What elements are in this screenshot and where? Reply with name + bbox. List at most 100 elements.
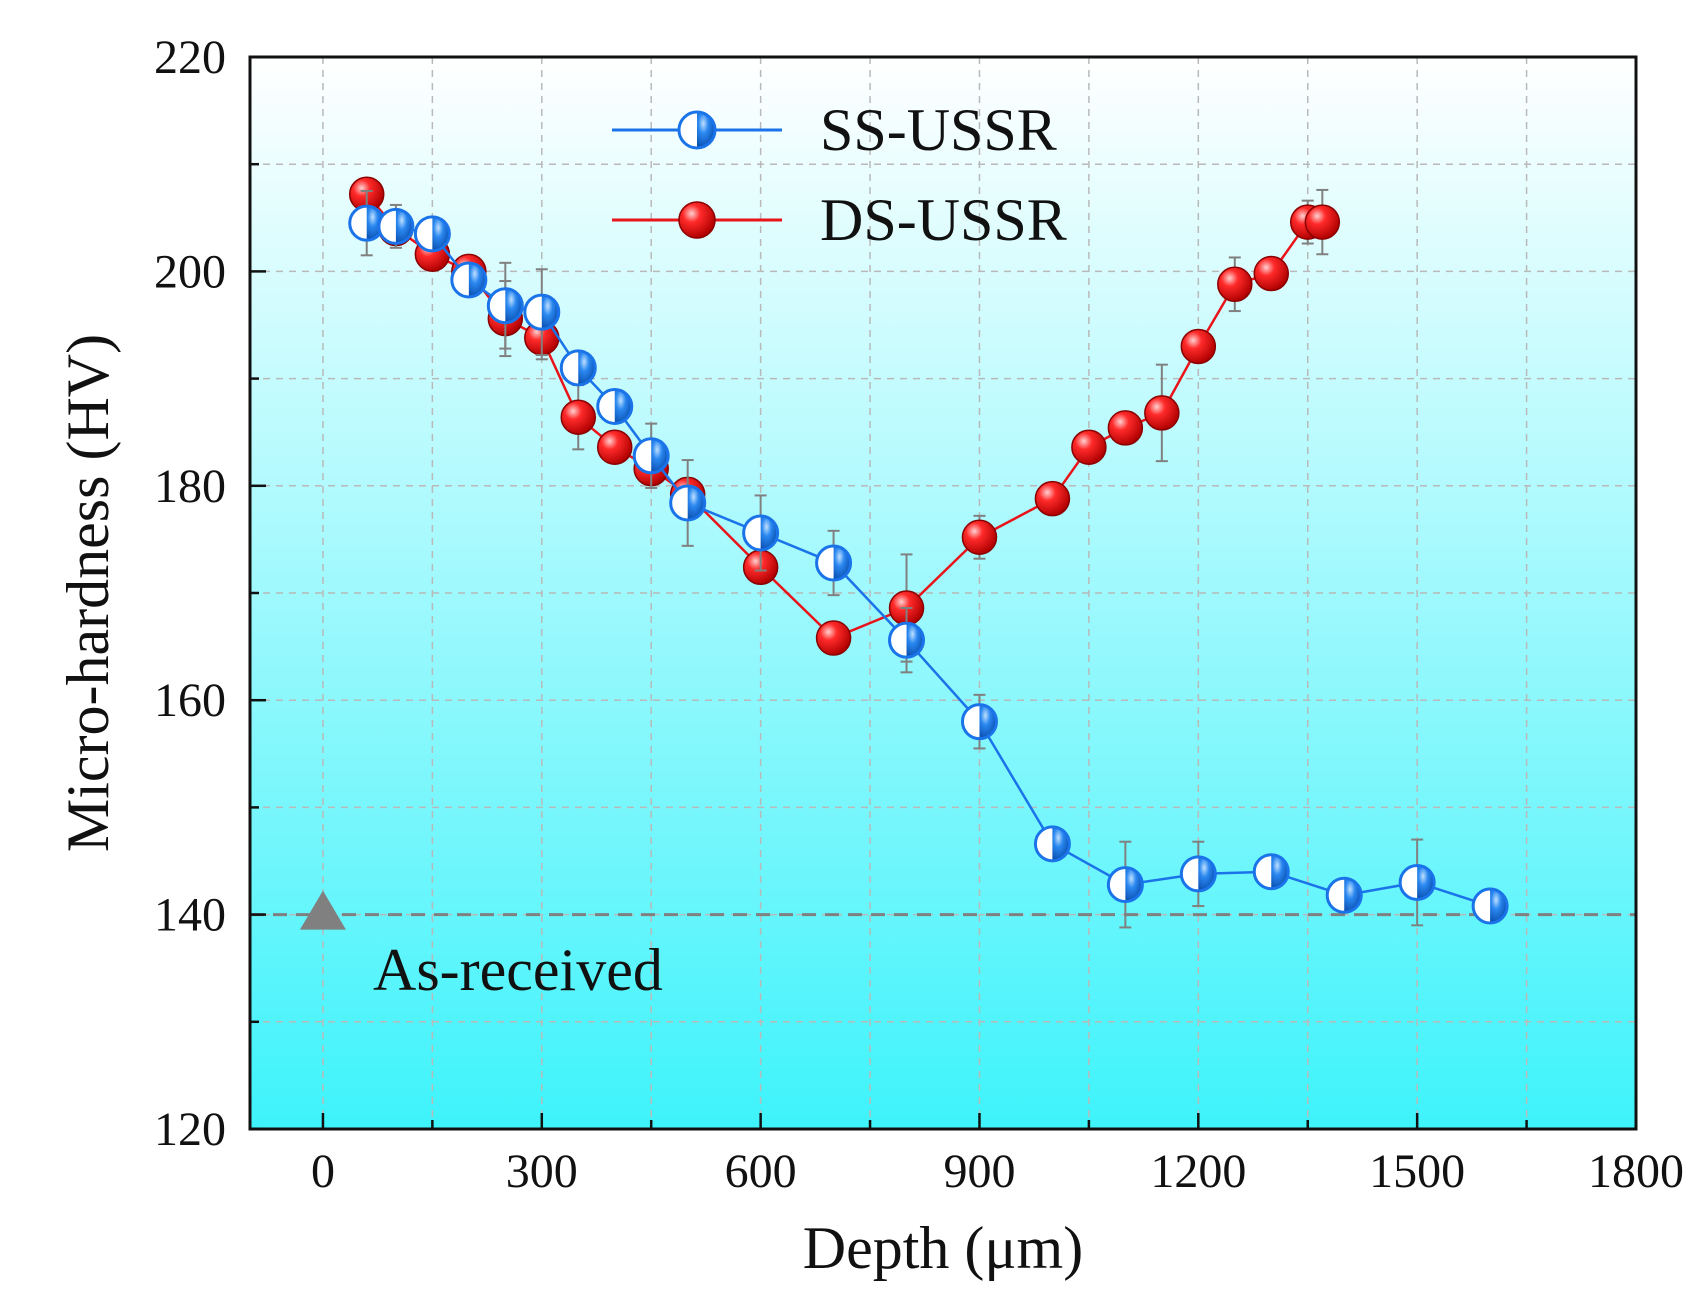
data-point: [1217, 266, 1253, 303]
x-tick-label: 1500: [1369, 1145, 1465, 1198]
data-point: [1471, 887, 1509, 925]
data-point: [1034, 480, 1071, 517]
data-point: [1304, 204, 1341, 240]
marker-half: [432, 216, 450, 251]
data-point: [523, 293, 561, 331]
axis-ticks: [250, 55, 1638, 1131]
data-point: [1107, 410, 1144, 446]
marker-half: [651, 438, 669, 473]
data-point: [1253, 255, 1290, 292]
marker-half: [395, 209, 413, 244]
data-point: [1071, 429, 1107, 465]
marker-half: [833, 545, 851, 580]
marker-ring: [1471, 887, 1509, 925]
data-point: [632, 437, 670, 475]
legend-entry-ss-ussr: SS-USSR: [612, 97, 1057, 163]
legend-marker: [677, 110, 717, 150]
marker-half: [1271, 854, 1289, 889]
data-point: [450, 261, 488, 299]
marker-ring: [1325, 876, 1363, 914]
x-axis-title: Depth (μm): [803, 1215, 1083, 1281]
data-point: [377, 207, 415, 245]
reference-layer: [250, 890, 1636, 930]
x-tick-label: 1200: [1150, 1145, 1246, 1198]
data-point: [560, 399, 597, 435]
marker-half: [578, 350, 596, 385]
marker-ring: [1033, 825, 1071, 863]
marker-ring: [450, 261, 488, 299]
reference-label: As-received: [373, 937, 663, 1003]
marker-half: [541, 295, 559, 330]
marker-ring: [815, 544, 853, 582]
marker-ring: [1398, 863, 1436, 901]
marker-ring: [559, 349, 597, 387]
marker-ring: [1106, 866, 1144, 904]
y-tick-label: 120: [154, 1103, 226, 1156]
marker-ring: [413, 215, 451, 253]
marker-half: [687, 485, 705, 520]
x-tick-label: 0: [311, 1145, 335, 1198]
marker-ring: [1179, 855, 1217, 893]
data-point: [961, 519, 998, 556]
marker-ring: [486, 287, 524, 325]
marker-ring: [596, 387, 634, 425]
y-tick-label: 200: [154, 245, 226, 298]
marker-half: [1490, 889, 1508, 924]
data-point: [815, 620, 852, 656]
marker-half: [979, 704, 997, 739]
x-tick-label: 1800: [1588, 1145, 1684, 1198]
marker-half: [505, 288, 523, 323]
data-point: [1179, 855, 1217, 893]
data-point: [960, 703, 998, 741]
marker-half: [1198, 856, 1216, 891]
data-point: [742, 514, 780, 552]
data-point: [1325, 876, 1363, 914]
marker-ring: [888, 621, 926, 659]
marker-ring: [742, 514, 780, 552]
data-point: [1106, 866, 1144, 904]
data-point: [669, 484, 707, 522]
marker-ring: [669, 484, 707, 522]
y-axis-title: Micro-hardness (HV): [55, 334, 121, 852]
y-tick-label: 140: [154, 889, 226, 942]
data-point: [596, 429, 633, 465]
legend-label: SS-USSR: [820, 97, 1057, 163]
marker-half: [906, 623, 924, 658]
marker-ring: [677, 110, 717, 150]
x-tick-label: 900: [943, 1145, 1015, 1198]
marker-ring: [632, 437, 670, 475]
data-point: [559, 349, 597, 387]
data-point: [1180, 328, 1217, 365]
data-point: [1252, 853, 1290, 891]
y-tick-label: 160: [154, 674, 226, 727]
y-tick-label: 220: [154, 31, 226, 84]
x-tick-label: 300: [506, 1145, 578, 1198]
marker-ring: [1252, 853, 1290, 891]
reference-marker: [299, 890, 346, 930]
tick-labels: 0 300 600 900 1200 1500 1800 120 140 160 180 200 220: [154, 31, 1684, 1198]
marker-half: [1125, 867, 1143, 902]
series-ss-ussr: [348, 190, 1509, 929]
legend-entry-ds-ussr: DS-USSR: [612, 187, 1067, 253]
marker-half: [1344, 878, 1362, 913]
legend: SS-USSR DS-USSR: [612, 97, 1067, 253]
marker-half: [614, 389, 632, 424]
legend-marker: [678, 201, 716, 239]
y-tick-label: 180: [154, 460, 226, 513]
series-layer: [348, 176, 1509, 929]
legend-label: DS-USSR: [820, 187, 1067, 253]
data-point: [413, 215, 451, 253]
grid: [250, 57, 1636, 1129]
marker-half: [1052, 826, 1070, 861]
data-point: [815, 544, 853, 582]
x-tick-label: 600: [725, 1145, 797, 1198]
marker-ring: [377, 207, 415, 245]
marker-ring: [523, 293, 561, 331]
data-point: [1398, 863, 1436, 901]
data-point: [486, 287, 524, 325]
marker-half: [1417, 865, 1435, 900]
marker-half: [468, 262, 486, 297]
marker-half: [760, 515, 778, 550]
marker-half: [697, 112, 715, 148]
